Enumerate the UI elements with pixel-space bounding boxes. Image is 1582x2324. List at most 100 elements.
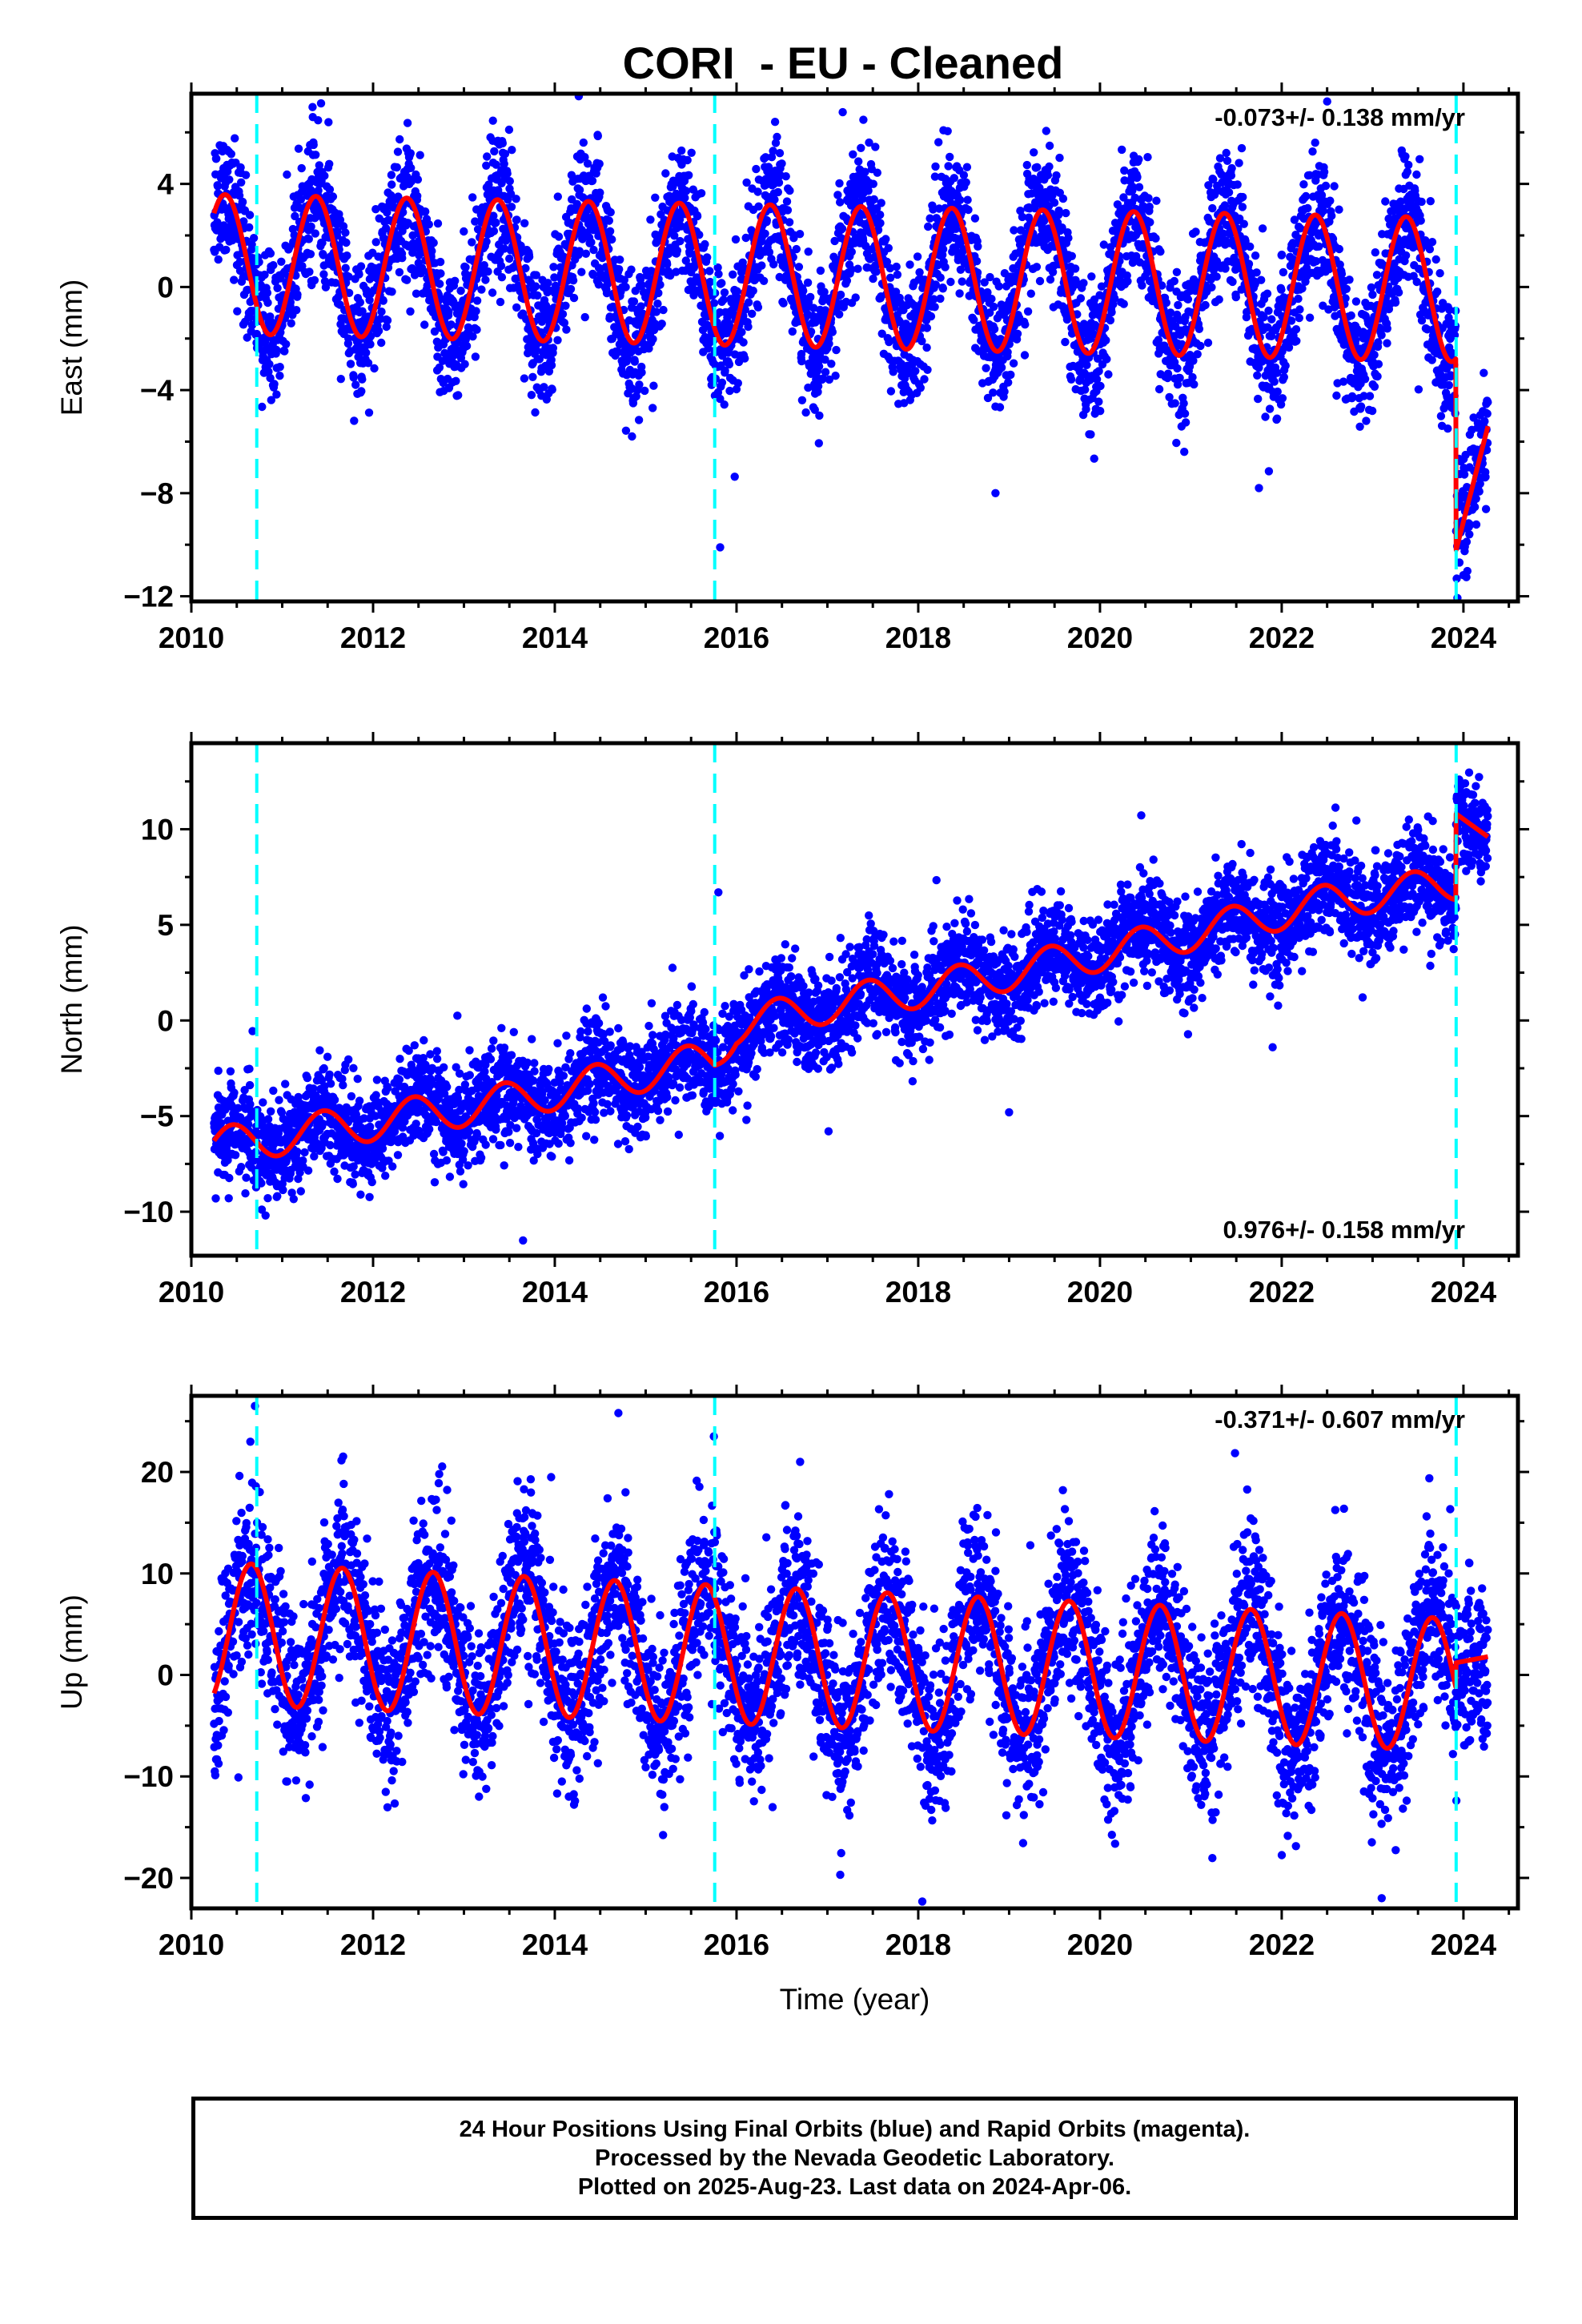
data-point [1416,216,1425,225]
data-point [527,391,536,400]
data-point [1058,194,1068,203]
data-point [561,301,570,310]
data-point [383,316,392,325]
data-point [983,393,993,403]
data-point [271,345,281,354]
panels: 2010 2012 2014 2016 2018 2020 2022 202440−4−8−1… [55,82,1529,2016]
data-point [1246,242,1255,251]
data-point [1305,313,1315,322]
data-point [387,180,396,189]
data-point [566,284,576,294]
data-point [794,263,804,271]
data-point [1035,276,1045,286]
data-point [520,219,529,227]
data-point [651,193,660,202]
data-point [316,99,326,108]
data-point [685,171,693,179]
data-point [241,1189,250,1198]
data-point [861,241,870,251]
data-point [480,261,488,270]
data-point [836,198,845,207]
data-point [893,270,902,279]
data-point [1292,336,1301,345]
data-point [649,381,658,390]
data-point [377,308,386,316]
data-point [379,296,387,305]
data-point [588,270,598,279]
data-point [472,296,482,305]
data-point [540,383,548,392]
data-point [614,348,623,356]
data-point [744,298,753,307]
data-point [1401,152,1410,161]
data-point [1191,227,1200,236]
data-point [1436,412,1446,420]
data-point [1045,141,1054,151]
data-point [709,299,719,308]
data-point [247,240,256,249]
data-point [315,161,323,170]
data-point [214,255,223,264]
data-point [1033,163,1042,171]
data-point [725,360,734,369]
data-point [462,341,472,351]
data-point [245,223,254,232]
data-point [304,235,313,243]
data-point [356,262,366,271]
data-point [1311,139,1319,147]
data-point [319,270,328,279]
data-point [421,207,430,216]
data-point [608,235,616,244]
data-point [742,178,751,187]
data-point [621,283,630,292]
data-point [1377,331,1386,340]
data-point [946,277,955,287]
data-point [792,244,801,254]
data-point [433,219,443,228]
data-point [956,195,965,204]
data-point [896,299,905,308]
data-point [267,396,275,404]
data-point [429,239,438,247]
data-point [744,322,753,332]
data-point [1003,348,1012,356]
data-point [1163,369,1173,378]
data-point [804,247,813,256]
data-point [505,254,514,263]
data-point [355,270,363,279]
data-point [1347,392,1357,401]
data-point [484,180,493,189]
data-point [837,224,847,233]
data-point [836,290,845,300]
data-point [769,259,778,269]
data-point [569,293,579,303]
data-point [762,215,771,225]
data-point [1373,372,1382,381]
data-point [1023,307,1033,316]
data-point [297,163,306,173]
data-point [324,118,333,127]
data-point [825,375,834,384]
data-point [575,186,584,195]
data-point [1173,364,1182,373]
data-point [1190,380,1199,389]
data-point [266,373,275,383]
data-point [936,294,945,304]
data-point [1009,359,1018,368]
data-point [765,247,774,257]
data-point [872,267,881,276]
data-point [982,364,990,372]
data-point [319,251,327,259]
data-point [275,363,284,372]
data-point [447,320,456,329]
data-point [358,375,367,384]
data-point [842,276,852,285]
data-point [1123,277,1132,286]
data-point [521,263,530,273]
data-point [598,253,607,263]
data-point [1278,394,1287,403]
data-point [1265,404,1275,413]
data-point [989,388,998,397]
data-point [541,301,551,310]
data-point [847,247,857,256]
